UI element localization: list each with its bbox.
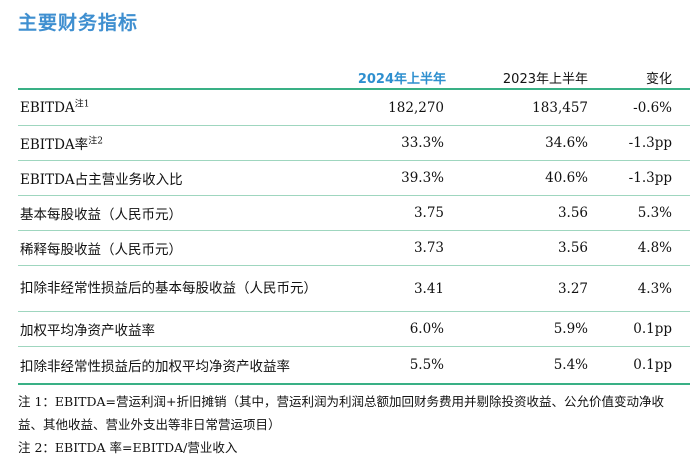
value-2024: 33.3% [401,135,444,151]
value-2023: 3.56 [557,205,588,221]
value-2024: 182,270 [388,99,444,116]
table-row: 基本每股收益（人民币元） 3.75 3.56 5.3% [18,196,690,231]
page-title: 主要财务指标 [18,12,139,34]
note-marker: 注1 [74,99,90,109]
table-row: EBITDA注1 182,270 183,457 -0.6% [18,90,690,126]
value-change: -1.3pp [628,170,672,186]
table-header-row: 2024年上半年 2023年上半年 变化 [18,62,690,90]
footnotes: 注 1：EBITDA=营运利润+折旧摊销（其中，营运利润为利润总额加回财务费用并… [18,390,686,459]
value-change: 0.1pp [633,357,672,373]
row-label: 扣除非经常性损益后的基本每股收益（人民币元） [20,280,317,296]
value-2024: 5.5% [409,357,444,373]
table-row: 扣除非经常性损益后的基本每股收益（人民币元） 3.41 3.27 4.3% [18,266,690,312]
value-2024: 3.73 [413,240,444,256]
table-row: 加权平均净资产收益率 6.0% 5.9% 0.1pp [18,312,690,347]
value-change: 0.1pp [633,321,672,337]
header-2024-h1: 2024年上半年 [357,72,446,87]
header-change: 变化 [645,72,672,87]
table-row: EBITDA率注2 33.3% 34.6% -1.3pp [18,126,690,161]
value-2023: 183,457 [532,99,588,116]
value-2023: 40.6% [545,170,588,186]
footnote-1-line-1: 注 1：EBITDA=营运利润+折旧摊销（其中，营运利润为利润总额加回财务费用并… [18,394,665,409]
note-marker: 注2 [88,136,103,147]
table-row: 扣除非经常性损益后的加权平均净资产收益率 5.5% 5.4% 0.1pp [18,347,690,385]
row-label: 稀释每股收益（人民币元） [20,242,182,258]
value-change: -0.6% [633,99,672,116]
financial-indicators-table: 2024年上半年 2023年上半年 变化 EBITDA注1 182,270 18… [18,62,690,385]
footnote-2: 注 2：EBITDA 率=EBITDA/营业收入 [18,440,238,455]
value-change: -1.3pp [628,135,672,151]
value-2023: 5.4% [553,357,588,373]
row-label: EBITDA占主营业务收入比 [20,172,183,188]
value-2024: 3.41 [413,280,444,297]
header-2023-h1: 2023年上半年 [502,72,588,87]
value-2024: 6.0% [409,321,444,337]
value-change: 4.8% [637,240,672,256]
row-label: 加权平均净资产收益率 [20,323,155,339]
table-row: EBITDA占主营业务收入比 39.3% 40.6% -1.3pp [18,161,690,196]
row-label: 扣除非经常性损益后的加权平均净资产收益率 [20,359,290,375]
row-label: EBITDA率注2 [20,136,103,153]
footnote-1-line-2: 益、其他收益、营业外支出等非日常营运项目） [18,417,281,432]
value-2024: 3.75 [413,205,444,221]
value-2023: 3.56 [557,240,588,256]
value-2023: 34.6% [545,135,588,151]
value-2023: 5.9% [553,321,588,337]
table-row: 稀释每股收益（人民币元） 3.73 3.56 4.8% [18,231,690,266]
value-2024: 39.3% [401,170,444,186]
value-2023: 3.27 [557,280,588,297]
row-label: 基本每股收益（人民币元） [20,207,182,223]
value-change: 4.3% [637,280,672,297]
row-label: EBITDA注1 [20,99,90,116]
value-change: 5.3% [637,205,672,221]
